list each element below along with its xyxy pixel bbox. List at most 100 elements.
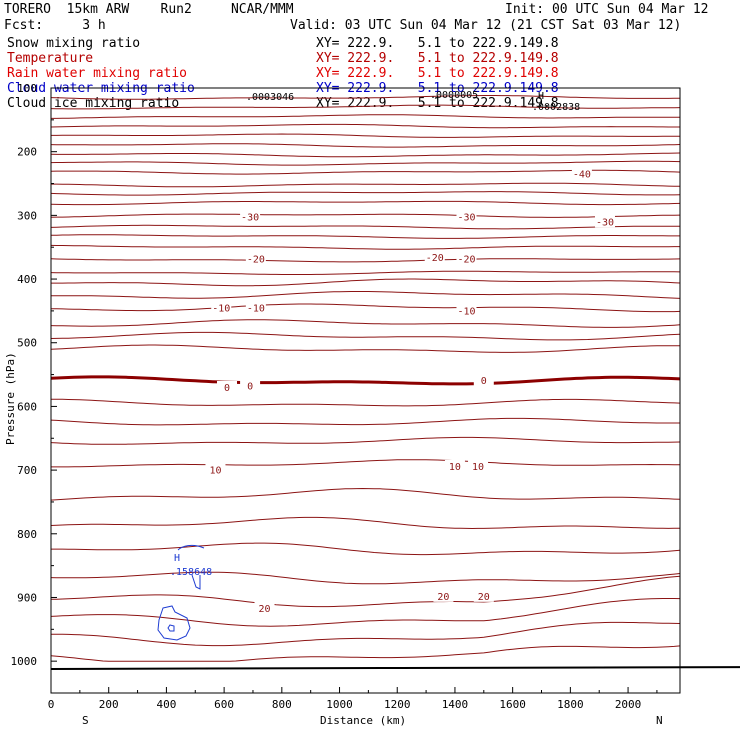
contour-label: -30 (457, 212, 475, 223)
field-xy-rain: XY= 222.9. 5.1 to 222.9.149.8 (316, 66, 559, 81)
contour-label-bg (245, 301, 266, 314)
temperature-contour (50, 123, 680, 129)
field-name-rain: Rain water mixing ratio (7, 66, 188, 81)
y-axis-title: Pressure (hPa) (4, 352, 17, 445)
temperature-contour (51, 114, 681, 119)
contour-label: -30 (596, 217, 614, 228)
x-tick-label: 600 (214, 698, 234, 711)
temperature-contour (50, 303, 681, 313)
temperature-contour (50, 152, 681, 158)
y-tick-label: 800 (17, 528, 37, 541)
contour-label: -30 (241, 212, 259, 223)
valid-time: Valid: 03 UTC Sun 04 Mar 12 (21 CST Sat … (290, 18, 682, 33)
contour-label-bg (240, 210, 261, 223)
temperature-contour (51, 133, 680, 138)
contour-label-bg (473, 589, 494, 602)
contour-label: 0 (247, 382, 253, 393)
contour-label-bg (424, 251, 445, 264)
contour-label: -20 (247, 254, 265, 265)
field-name-temperature: Temperature (7, 51, 94, 66)
y-tick-label: 500 (17, 337, 37, 350)
y-tick-label: 700 (17, 464, 37, 477)
temperature-contour (50, 398, 681, 407)
temperature-contour (50, 191, 681, 196)
contour-label-bg (240, 379, 261, 392)
cloud-water-contour-inner (167, 624, 175, 632)
contour-label-bg (444, 459, 465, 472)
temperature-contour (50, 160, 681, 166)
contour-label: 20 (258, 604, 270, 615)
temperature-contour (50, 344, 680, 353)
contour-label-bg (468, 459, 489, 472)
temperature-contour (51, 621, 681, 647)
top-mid-label: .0000005 (430, 90, 478, 101)
contour-label-bg (211, 301, 232, 314)
contour-label-bg (245, 252, 266, 265)
contour-label-bg (456, 304, 477, 317)
temperature-contour (51, 459, 681, 468)
contour-label: 0 (224, 383, 230, 394)
x-tick-label: 1600 (499, 698, 526, 711)
contour-label: -10 (457, 307, 475, 318)
y-tick-label: 900 (17, 591, 37, 604)
field-name-cloud-ice: Cloud ice mixing ratio (7, 96, 180, 111)
x-tick-label: 1200 (384, 698, 411, 711)
x-tick-label: 200 (99, 698, 119, 711)
temperature-contour (50, 244, 680, 250)
field-xy-snow: XY= 222.9. 5.1 to 222.9.149.8 (316, 36, 559, 51)
temperature-contour (50, 417, 680, 426)
x-tick-label: 1400 (442, 698, 469, 711)
temperature-contour (51, 542, 681, 556)
contour-label: 20 (478, 592, 490, 603)
contour-label: -40 (573, 170, 591, 181)
cloud-water-contour-low (157, 605, 191, 641)
contour-label: 10 (449, 462, 461, 473)
forecast-hour: Fcst: 3 h (4, 18, 106, 33)
contour-label-bg (254, 601, 275, 614)
contour-label-bg (571, 167, 592, 180)
x-tick-label: 0 (48, 698, 55, 711)
contour-label: 10 (209, 466, 221, 477)
contour-label: -10 (247, 303, 265, 314)
temperature-contour (50, 436, 681, 445)
cloud-water-max-marker: H (174, 553, 180, 564)
temperature-contour (50, 575, 681, 608)
x-tick-label: 1800 (557, 698, 584, 711)
y-tick-label: 1000 (11, 655, 38, 668)
x-tick-label: 800 (272, 698, 292, 711)
temperature-contour (50, 598, 681, 627)
temperature-contour (50, 224, 681, 230)
temperature-contour-0c (50, 375, 681, 386)
x-tick-label: 1000 (326, 698, 353, 711)
terrain-line (50, 666, 740, 670)
contour-label-bg (433, 589, 454, 602)
plot-frame (50, 87, 681, 694)
contour-label: -20 (457, 254, 475, 265)
temperature-contour (50, 331, 681, 341)
top-h-marker: H (538, 91, 544, 102)
temperature-contour (50, 487, 681, 501)
contour-label: 10 (472, 462, 484, 473)
init-time: Init: 00 UTC Sun 04 Mar 12 (505, 2, 709, 17)
y-tick-label: 400 (17, 273, 37, 286)
top-max-label-b: .0002838 (532, 102, 580, 113)
temperature-contour (50, 95, 680, 100)
cloud-water-contour (177, 544, 205, 590)
contour-label-bg (217, 380, 238, 393)
y-tick-label: 100 (17, 82, 37, 95)
contour-label-bg (456, 210, 477, 223)
contour-label-bg (594, 215, 615, 228)
temperature-contour (51, 278, 681, 287)
contour-label-bg (205, 463, 226, 476)
contour-label-bg (473, 373, 494, 386)
field-name-snow: Snow mixing ratio (7, 36, 141, 51)
contour-label: -10 (212, 303, 230, 314)
temperature-contour (50, 319, 681, 328)
x-endpoint-left: S (82, 714, 89, 727)
model-title: TORERO 15km ARW Run2 NCAR/MMM (4, 2, 294, 17)
x-tick-label: 400 (156, 698, 176, 711)
contour-label-bg (456, 252, 477, 265)
contour-label: -20 (426, 253, 444, 264)
field-xy-temperature: XY= 222.9. 5.1 to 222.9.149.8 (316, 51, 559, 66)
